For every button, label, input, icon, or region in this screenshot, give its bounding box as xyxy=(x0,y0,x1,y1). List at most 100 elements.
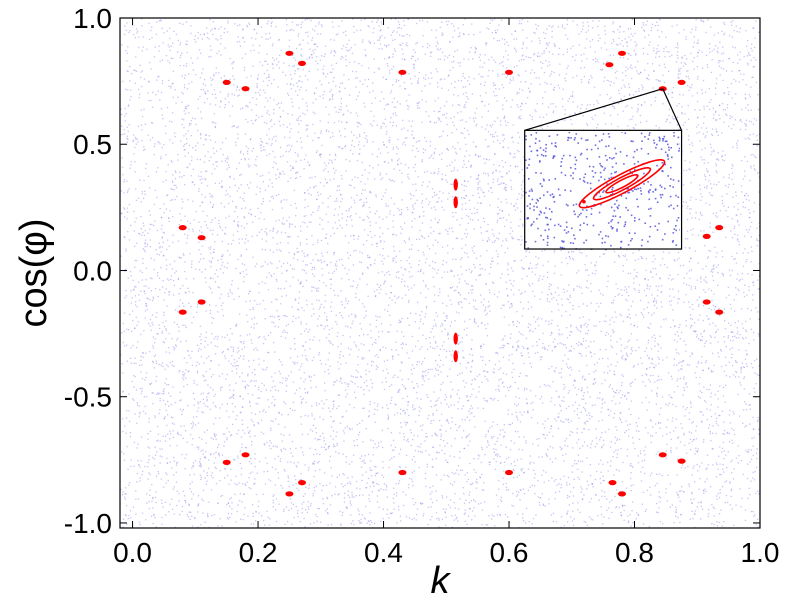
sea-point xyxy=(473,320,476,323)
sea-point xyxy=(656,21,658,23)
sea-point xyxy=(201,201,204,203)
sea-point xyxy=(453,404,455,406)
sea-point xyxy=(517,320,519,322)
sea-point xyxy=(679,70,681,72)
sea-point xyxy=(392,113,394,115)
sea-point xyxy=(128,481,131,484)
sea-point xyxy=(205,134,207,136)
sea-point xyxy=(544,91,546,93)
sea-point xyxy=(518,436,520,438)
sea-point xyxy=(295,464,297,467)
sea-point xyxy=(156,440,158,442)
sea-point xyxy=(728,441,731,443)
sea-point xyxy=(571,94,574,96)
sea-point xyxy=(260,266,262,268)
sea-point xyxy=(382,370,384,372)
sea-point xyxy=(311,176,313,179)
sea-point xyxy=(374,355,376,357)
sea-point xyxy=(135,389,138,391)
sea-point xyxy=(272,237,274,239)
sea-point xyxy=(652,363,654,365)
sea-point xyxy=(602,63,604,65)
sea-point xyxy=(256,472,258,474)
sea-point xyxy=(584,47,586,49)
sea-point xyxy=(576,468,579,471)
sea-point xyxy=(554,265,556,267)
sea-point xyxy=(664,81,666,84)
sea-point xyxy=(463,163,465,166)
sea-point xyxy=(489,461,491,464)
sea-point xyxy=(210,360,212,362)
sea-point xyxy=(434,252,437,254)
sea-point xyxy=(667,404,669,406)
sea-point xyxy=(307,79,309,81)
sea-point xyxy=(539,40,541,42)
sea-point xyxy=(578,33,580,35)
sea-point xyxy=(713,267,715,270)
sea-point xyxy=(244,207,247,209)
sea-point xyxy=(566,67,568,69)
sea-point xyxy=(536,438,538,440)
sea-point xyxy=(390,117,392,119)
sea-point xyxy=(144,412,147,415)
sea-point xyxy=(498,39,500,42)
sea-point xyxy=(467,256,469,258)
sea-point xyxy=(221,160,223,162)
sea-point xyxy=(521,103,523,105)
sea-point xyxy=(488,190,490,192)
sea-point xyxy=(739,119,741,121)
sea-point xyxy=(512,237,514,239)
sea-point xyxy=(512,124,514,126)
sea-point xyxy=(372,82,374,84)
sea-point xyxy=(471,393,473,396)
sea-point xyxy=(169,139,171,141)
sea-point xyxy=(371,360,373,363)
sea-point xyxy=(419,229,421,232)
sea-point xyxy=(188,503,190,505)
sea-point xyxy=(402,342,404,344)
sea-point xyxy=(565,80,567,82)
sea-point xyxy=(520,489,522,491)
sea-point xyxy=(438,397,440,399)
sea-point xyxy=(154,446,156,448)
sea-point xyxy=(393,106,395,108)
sea-point xyxy=(582,28,584,31)
sea-point xyxy=(664,56,666,58)
sea-point xyxy=(683,376,685,378)
sea-point xyxy=(259,144,262,146)
sea-point xyxy=(728,177,730,179)
sea-point xyxy=(581,355,583,357)
sea-point xyxy=(527,411,529,413)
sea-point xyxy=(530,461,532,463)
sea-point xyxy=(416,301,419,304)
sea-point xyxy=(145,163,147,165)
sea-point xyxy=(311,415,313,417)
sea-point xyxy=(133,288,135,290)
sea-point xyxy=(706,170,708,172)
sea-point xyxy=(614,261,616,263)
sea-point xyxy=(642,88,644,90)
sea-point xyxy=(261,515,263,517)
sea-point xyxy=(344,87,346,89)
sea-point xyxy=(392,56,394,58)
sea-point xyxy=(404,88,407,90)
sea-point xyxy=(444,399,446,401)
sea-point xyxy=(144,405,146,408)
sea-point xyxy=(676,124,679,126)
sea-point xyxy=(333,232,336,235)
sea-point xyxy=(689,247,691,249)
sea-point xyxy=(389,385,391,388)
sea-point xyxy=(647,432,649,434)
sea-point xyxy=(413,166,415,169)
sea-point xyxy=(188,511,190,513)
sea-point xyxy=(731,472,733,474)
sea-point xyxy=(125,295,128,297)
sea-point xyxy=(435,342,437,344)
sea-point xyxy=(213,423,215,425)
sea-point xyxy=(558,412,560,415)
sea-point xyxy=(736,333,738,335)
sea-point xyxy=(312,28,314,30)
sea-point xyxy=(739,279,741,281)
sea-point xyxy=(636,276,638,278)
sea-point xyxy=(529,72,532,74)
